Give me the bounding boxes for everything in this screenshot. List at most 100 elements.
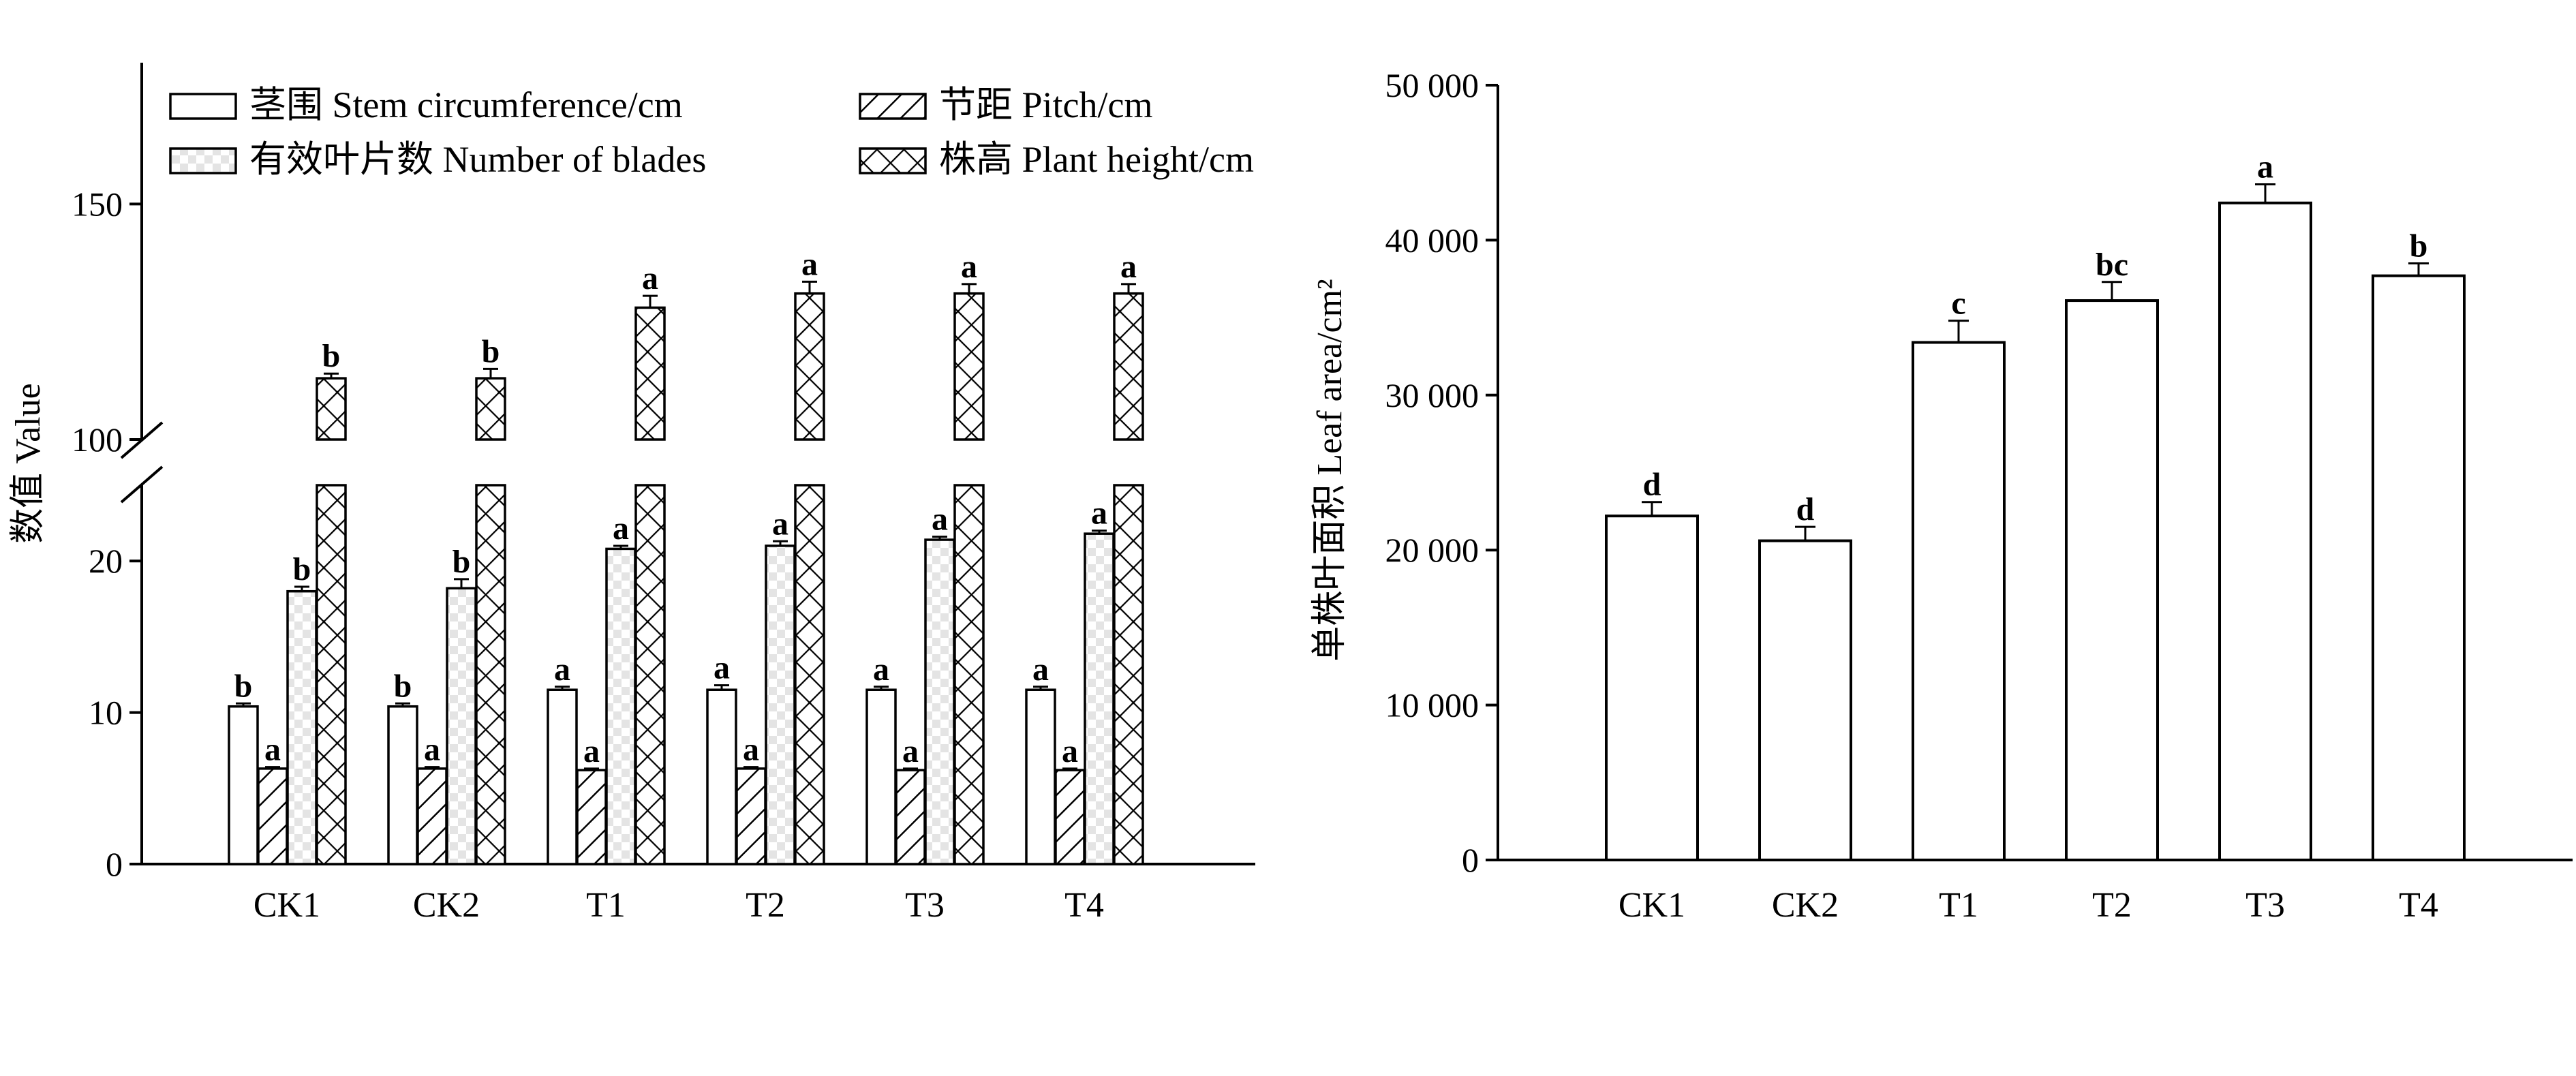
bar: [1084, 532, 1115, 865]
significance-label: a: [264, 732, 281, 768]
category-label: CK2: [413, 886, 480, 925]
significance-label: d: [1643, 467, 1661, 503]
significance-label: a: [932, 502, 948, 538]
category-label: T4: [2399, 886, 2438, 925]
legend-swatch: [859, 147, 927, 174]
category-label: CK1: [254, 886, 320, 925]
right-chart: 0 10 000 20 000 30 000 40 000 50 000 单株叶面积 Le…: [1310, 66, 2573, 925]
bar-lower-part: [475, 484, 506, 865]
legend-label: 株高 Plant height/cm: [939, 139, 1254, 180]
right-y-tick-label: 20 000: [1385, 531, 1479, 569]
bar-lower-part: [316, 484, 347, 865]
right-y-tick-label: 30 000: [1385, 376, 1479, 414]
legend-swatch: [169, 147, 237, 174]
significance-label: a: [1032, 651, 1049, 688]
bar-lower-part: [634, 484, 666, 865]
bar-lower-part: [1113, 484, 1144, 865]
left-category-labels: CK1 CK2 T1 T2 T3 T4: [254, 886, 1104, 925]
significance-label: a: [902, 733, 919, 769]
significance-label: a: [743, 732, 759, 768]
bar: [865, 688, 897, 865]
significance-label: a: [772, 506, 788, 542]
significance-label: b: [453, 544, 471, 580]
significance-label: a: [1091, 495, 1107, 532]
axis-break-mark-lower: [120, 465, 164, 504]
significance-label: a: [1062, 733, 1078, 769]
right-y-tick-label: 10 000: [1385, 686, 1479, 724]
significance-label: a: [801, 246, 818, 282]
bar: [1758, 539, 1852, 862]
significance-label: d: [1796, 491, 1815, 527]
legend-label: 节距 Pitch/cm: [939, 84, 1152, 125]
bar: [895, 769, 926, 865]
bar: [257, 767, 288, 865]
significance-label: a: [2257, 149, 2273, 185]
bar: [387, 705, 418, 865]
category-label: T3: [2245, 886, 2285, 925]
bar: [547, 688, 578, 865]
left-y-tick-label: 20: [89, 542, 123, 580]
significance-label: c: [1951, 286, 1965, 322]
bar-upper-part: [634, 306, 666, 441]
bar: [735, 767, 767, 865]
legend-swatch: [859, 93, 927, 120]
bar-upper-part: [316, 377, 347, 441]
bar: [2372, 274, 2466, 861]
significance-label: b: [293, 551, 311, 587]
left-legend: 茎围 Stem circumference/cm 节距 Pitch/cm 有效叶片数…: [169, 84, 1254, 180]
right-y-tick-label: 40 000: [1385, 221, 1479, 259]
right-y-axis-title: 单株叶面积 Leaf area/cm²: [1310, 279, 1349, 661]
bar-upper-part: [475, 377, 506, 441]
bar-upper-part: [794, 292, 825, 441]
right-y-tick-label: 50 000: [1385, 66, 1479, 104]
category-label: CK2: [1772, 886, 1839, 925]
significance-label: a: [1120, 249, 1137, 285]
bar: [2065, 299, 2159, 861]
bar: [416, 767, 448, 865]
significance-label: b: [322, 338, 341, 374]
significance-label: a: [613, 510, 629, 547]
significance-label: a: [642, 260, 658, 296]
significance-label: b: [394, 668, 412, 704]
significance-label: b: [2410, 228, 2428, 264]
bar: [1054, 769, 1086, 865]
category-label: T1: [586, 886, 626, 925]
bar: [2218, 201, 2312, 862]
left-y-tick-label: 10: [89, 694, 123, 732]
significance-label: b: [482, 333, 500, 369]
left-y-tick-label: 100: [72, 420, 123, 459]
significance-label: a: [873, 651, 889, 688]
left-y-tick-label: 0: [106, 845, 123, 883]
bar-lower-part: [953, 484, 985, 865]
bar: [924, 538, 955, 865]
bar-upper-part: [1113, 292, 1144, 441]
significance-label: bc: [2096, 247, 2128, 283]
category-label: CK1: [1619, 886, 1685, 925]
significance-label: a: [424, 732, 440, 768]
significance-label: a: [961, 249, 977, 285]
category-label: T4: [1064, 886, 1104, 925]
significance-label: b: [234, 668, 253, 704]
category-label: T2: [2092, 886, 2132, 925]
bar: [1025, 688, 1056, 865]
bar-upper-part: [953, 292, 985, 441]
legend-swatch: [169, 93, 237, 120]
category-label: T3: [905, 886, 945, 925]
significance-label: a: [583, 733, 600, 769]
right-category-labels: CK1 CK2 T1 T2 T3 T4: [1619, 886, 2438, 925]
bar: [765, 544, 796, 865]
bar: [1605, 514, 1699, 861]
bar: [286, 589, 318, 865]
significance-label: a: [714, 650, 730, 686]
legend-label: 茎围 Stem circumference/cm: [249, 84, 683, 125]
category-label: T1: [1939, 886, 1978, 925]
left-y-tick-label: 150: [72, 185, 123, 223]
bar: [228, 705, 259, 865]
legend-label: 有效叶片数 Number of blades: [249, 139, 706, 180]
right-y-tick-label: 0: [1462, 841, 1479, 879]
bar-lower-part: [794, 484, 825, 865]
bar: [706, 688, 737, 865]
